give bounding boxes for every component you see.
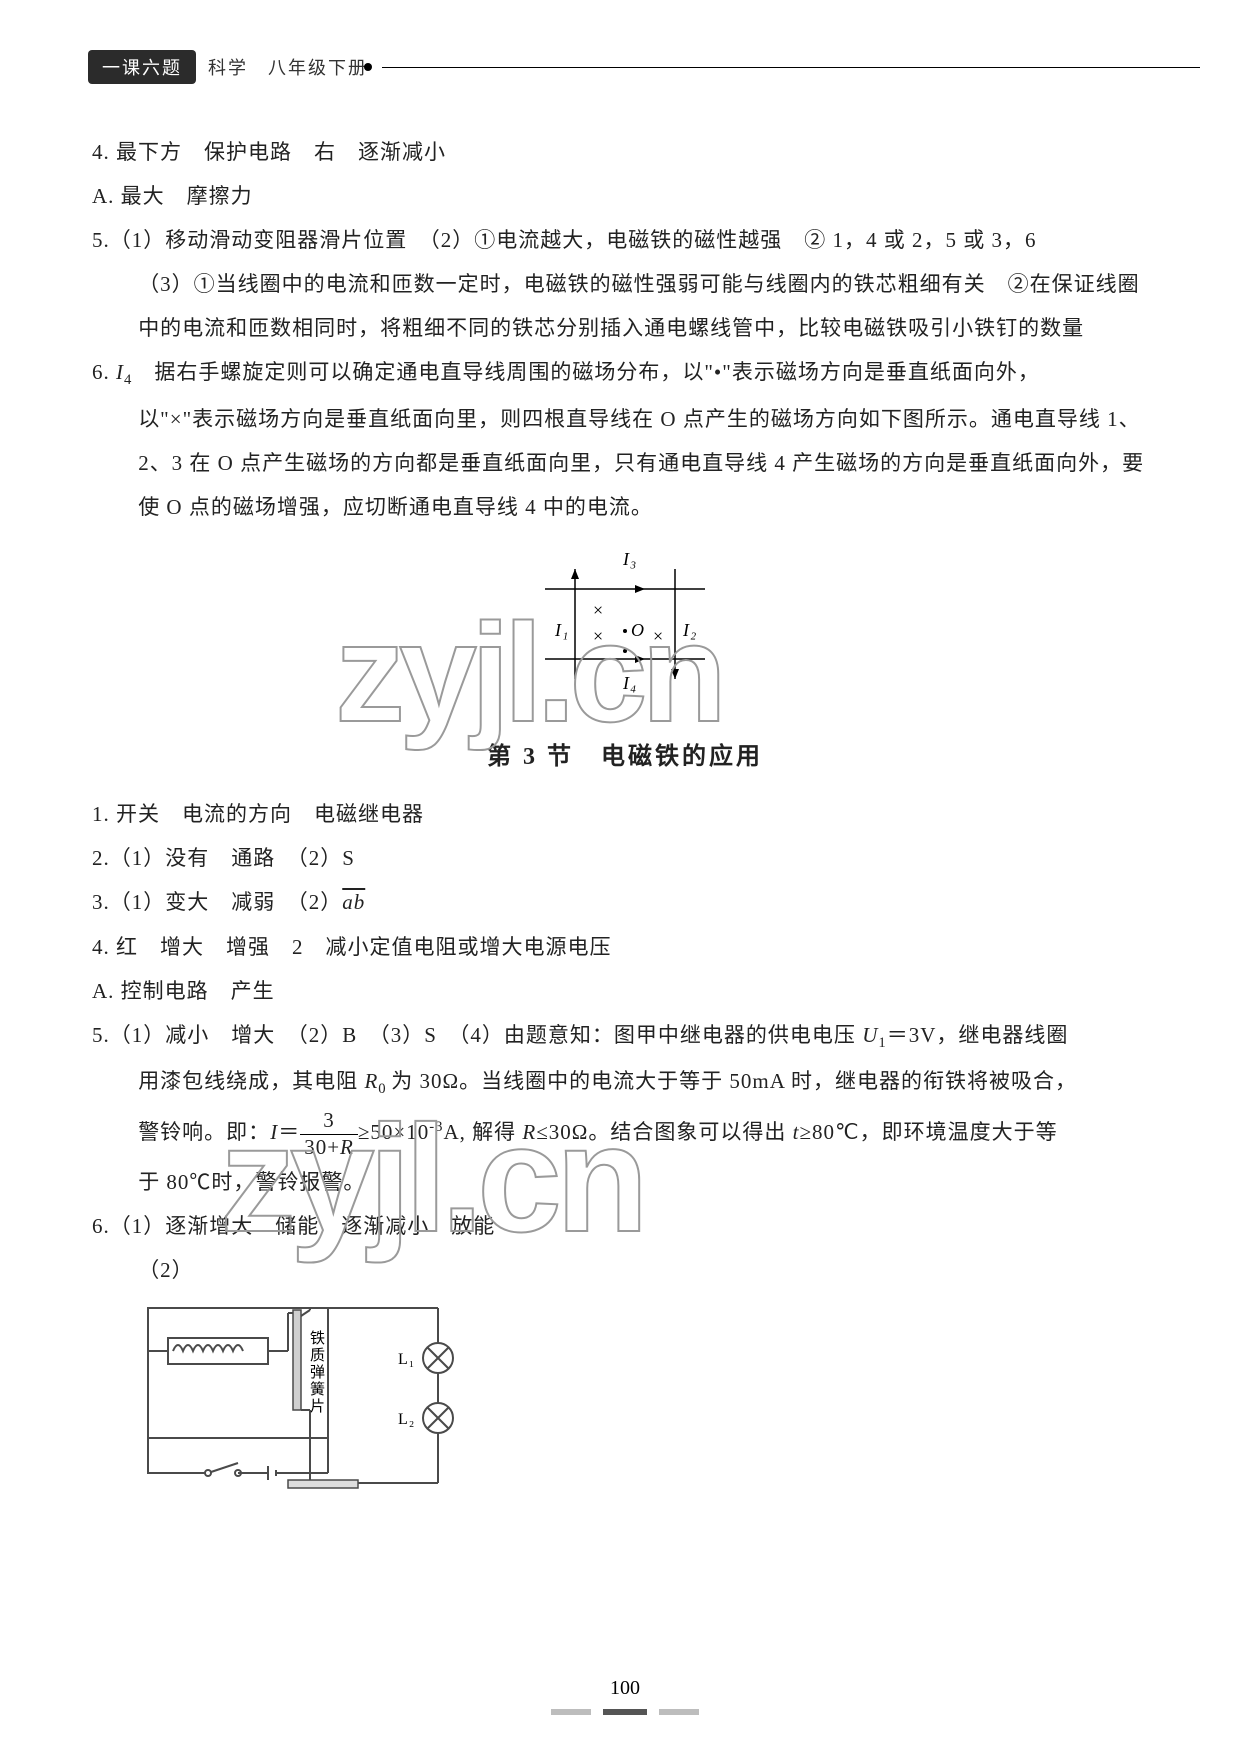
answer-content: 4. 最下方 保护电路 右 逐渐减小 A. 最大 摩擦力 5.（1）移动滑动变阻… — [0, 50, 1250, 1533]
series-badge: 一课六题 — [88, 50, 196, 84]
svg-text:L₁: L₁ — [398, 1351, 415, 1368]
s3-q5-t1: 5.（1）减小 增大 （2）B （3）S （4）由题意知：图甲中继电器的供电电压 — [92, 1023, 856, 1047]
section-3-title: 第 3 节 电磁铁的应用 — [92, 732, 1158, 782]
s3-answer-2: 2.（1）没有 通路 （2）S — [92, 836, 1158, 880]
s3-answer-5-line3: 警铃响。即：I＝330+R≥50×10-3A, 解得 R≤30Ω。结合图象可以得… — [92, 1105, 1158, 1160]
s3-answer-A: A. 控制电路 产生 — [92, 969, 1158, 1013]
frac-den: 30+R — [300, 1135, 358, 1160]
frac-num: 3 — [300, 1108, 358, 1134]
s3-q5-exp: -3 — [429, 1119, 443, 1135]
fraction: 330+R — [300, 1108, 358, 1159]
answer-6-line2: 以"×"表示磁场方向是垂直纸面向里，则四根直导线在 O 点产生的磁场方向如下图所… — [92, 397, 1158, 529]
spring-label: 铁 — [310, 1330, 326, 1347]
s3-answer-6-line2: （2） — [92, 1248, 1158, 1292]
svg-text:簧: 簧 — [310, 1381, 326, 1398]
s3-q5-U1: 1 — [878, 1035, 886, 1051]
s3-q5-R: R — [358, 1069, 378, 1093]
svg-text:I₂: I₂ — [682, 620, 697, 640]
deco-right-icon — [659, 1709, 699, 1715]
page-deco — [0, 1700, 1250, 1723]
page-footer: 100 — [0, 1677, 1250, 1723]
answer-A1: A. 最大 摩擦力 — [92, 174, 1158, 218]
svg-text:I₃: I₃ — [622, 549, 637, 569]
svg-text:×: × — [593, 600, 604, 620]
s3-q5-t3b: ≥50×10 — [358, 1120, 429, 1144]
svg-text:I₄: I₄ — [622, 673, 637, 693]
s3-q3-text: 3.（1）变大 减弱 （2） — [92, 890, 342, 914]
s3-q5-eq: ＝ — [278, 1120, 300, 1144]
s3-q5-t2a: 用漆包线绕成，其电阻 — [138, 1069, 358, 1093]
s3-answer-4: 4. 红 增大 增强 2 减小定值电阻或增大电源电压 — [92, 925, 1158, 969]
s3-answer-6-line1: 6.（1）逐渐增大 储能 逐渐减小 放能 — [92, 1204, 1158, 1248]
header-rule — [382, 67, 1200, 68]
svg-text:片: 片 — [310, 1398, 326, 1415]
s3-q5-R2: R — [522, 1120, 536, 1144]
deco-mid-icon — [603, 1709, 647, 1715]
header-dot-icon — [364, 63, 372, 71]
svg-text:弹: 弹 — [310, 1364, 326, 1381]
answer-5-line2: （3）①当线圈中的电流和匝数一定时，电磁铁的磁性强弱可能与线圈内的铁芯粗细有关 … — [92, 262, 1158, 350]
page-num: 100 — [0, 1677, 1250, 1700]
q6-text1: 据右手螺旋定则可以确定通电直导线周围的磁场分布，以"•"表示磁场方向是垂直纸面向… — [132, 360, 1040, 384]
s3-q3-ab: ab — [342, 890, 365, 914]
s3-answer-3: 3.（1）变大 减弱 （2）ab — [92, 880, 1158, 924]
page-header: 一课六题 科学 八年级下册 — [88, 50, 1200, 84]
s3-q5-t3e: ≥80℃，即环境温度大于等 — [799, 1120, 1057, 1144]
s3-answer-5-line4: 于 80℃时，警铃报警。 — [92, 1160, 1158, 1204]
answer-4: 4. 最下方 保护电路 右 逐渐减小 — [92, 130, 1158, 174]
svg-text:×: × — [653, 626, 664, 646]
s3-answer-5-line1: 5.（1）减小 增大 （2）B （3）S （4）由题意知：图甲中继电器的供电电压… — [92, 1013, 1158, 1059]
svg-text:I₁: I₁ — [554, 620, 569, 640]
s3-q5-U: U — [856, 1023, 878, 1047]
s3-q5-t3c: A, 解得 — [443, 1120, 522, 1144]
s3-q5-t3d: ≤30Ω。结合图象可以得出 — [536, 1120, 792, 1144]
answer-5-line1: 5.（1）移动滑动变阻器滑片位置 （2）①电流越大，电磁铁的磁性越强 ② 1，4… — [92, 218, 1158, 262]
deco-left-icon — [551, 1709, 591, 1715]
s3-q5-I: I — [270, 1120, 278, 1144]
svg-text:质: 质 — [310, 1347, 326, 1364]
svg-text:O: O — [631, 620, 645, 640]
diagram-circuit: L₁ L₂ 铁 质 弹 簧 片 — [138, 1298, 1158, 1533]
s3-q5-R0: 0 — [378, 1081, 391, 1097]
s3-q5-t3a: 警铃响。即： — [138, 1120, 270, 1144]
s3-answer-5-line2: 用漆包线绕成，其电阻 R0 为 30Ω。当线圈中的电流大于等于 50mA 时，继… — [92, 1059, 1158, 1105]
diagram-wires: × × × O I₁ I₂ I₃ I₄ — [92, 539, 1158, 714]
i4-symbol: I — [116, 360, 124, 384]
svg-text:L₂: L₂ — [398, 1411, 415, 1428]
q6-prefix: 6. — [92, 360, 116, 384]
svg-text:×: × — [593, 626, 604, 646]
s3-answer-1: 1. 开关 电流的方向 电磁继电器 — [92, 792, 1158, 836]
s3-q5-t2b: 为 30Ω。当线圈中的电流大于等于 50mA 时，继电器的衔铁将被吸合， — [391, 1069, 1077, 1093]
subject-grade: 科学 八年级下册 — [208, 54, 368, 80]
answer-6-line1: 6. I4 据右手螺旋定则可以确定通电直导线周围的磁场分布，以"•"表示磁场方向… — [92, 350, 1158, 396]
s3-q5-t1b: ＝3V，继电器线圈 — [887, 1023, 1069, 1047]
